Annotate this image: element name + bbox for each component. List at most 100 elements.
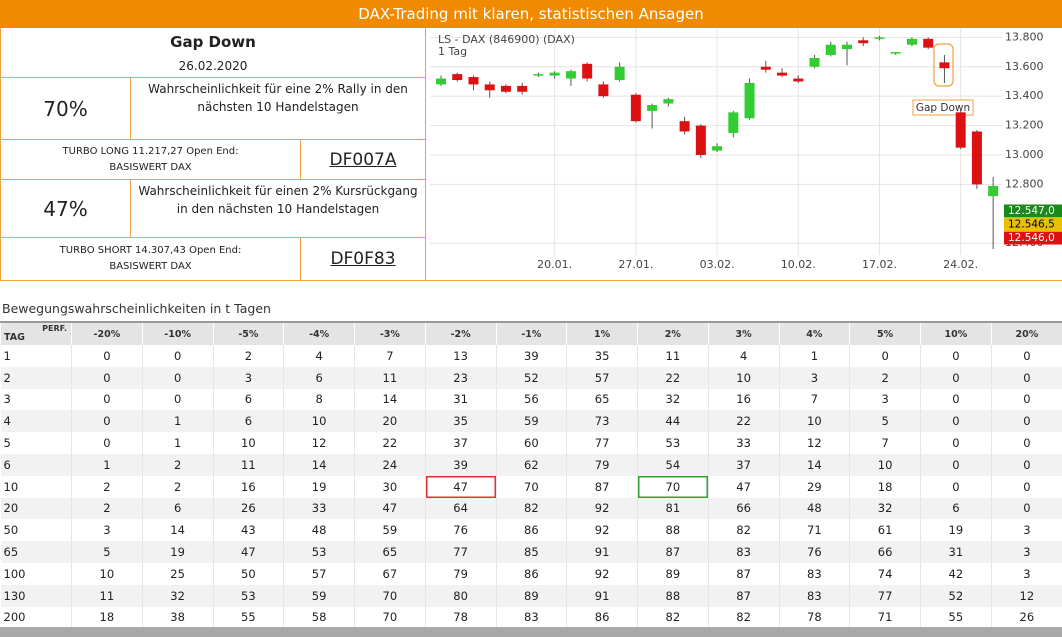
candle-body bbox=[436, 78, 446, 85]
price-tag bbox=[1004, 231, 1062, 245]
row-header: 130 bbox=[0, 584, 72, 607]
column-header: 10% bbox=[920, 321, 992, 345]
candle-body bbox=[858, 40, 869, 44]
cell: 33 bbox=[707, 432, 779, 454]
cell: 70 bbox=[354, 584, 426, 607]
cell: 22 bbox=[637, 366, 709, 389]
cell: 0 bbox=[920, 432, 992, 454]
page-title: DAX-Trading mit klaren, statistischen An… bbox=[358, 5, 704, 23]
row-header: 6 bbox=[0, 453, 72, 476]
long-text-cell: Wahrscheinlichkeit für eine 2% Rally in … bbox=[131, 78, 426, 140]
table-row: 3 0 0 6 8 14 31 56 65 32 16 7 3 0 0 bbox=[1, 388, 1062, 411]
corner-cell: TAG PERF. bbox=[0, 321, 72, 345]
cell: 5 bbox=[71, 541, 143, 563]
row-header: 1 bbox=[3, 348, 11, 363]
long-product-cell: TURBO LONG 11.217,27 Open End: BASISWERT… bbox=[0, 140, 301, 180]
cell: 56 bbox=[495, 388, 567, 411]
annotation-box bbox=[912, 99, 974, 116]
cell: 14 bbox=[283, 453, 355, 476]
chart-title: LS - DAX (846900) (DAX) bbox=[438, 33, 575, 46]
candle-body bbox=[971, 131, 982, 185]
cell: 6 bbox=[920, 497, 992, 520]
column-header: 1% bbox=[566, 321, 638, 345]
signal-date: 26.02.2020 bbox=[178, 58, 248, 73]
cell: 35 bbox=[424, 410, 496, 433]
long-code[interactable]: DF007A bbox=[329, 149, 397, 170]
cell: 47 bbox=[212, 541, 284, 563]
cell: 66 bbox=[707, 497, 779, 520]
cell: 39 bbox=[424, 453, 496, 476]
table-row: 100 10 25 50 57 67 79 86 92 89 87 83 74 42 3 bbox=[1, 562, 1062, 585]
cell: 32 bbox=[637, 388, 709, 411]
short-underlying: BASISWERT DAX bbox=[109, 261, 192, 272]
candle-body bbox=[744, 82, 755, 119]
cell: 53 bbox=[283, 541, 355, 563]
candle-body bbox=[825, 44, 836, 55]
cell: 24 bbox=[354, 453, 426, 476]
cell: 86 bbox=[566, 606, 638, 629]
cell: 0 bbox=[71, 366, 143, 389]
column-header: 2% bbox=[637, 321, 709, 345]
cell: 86 bbox=[495, 562, 567, 585]
cell: 0 bbox=[141, 345, 213, 367]
cell: 16 bbox=[707, 388, 779, 411]
cell: 0 bbox=[990, 366, 1062, 389]
short-cell: 47% bbox=[0, 180, 131, 238]
cell: 47 bbox=[354, 497, 426, 520]
cell: 7 bbox=[354, 345, 426, 367]
table-body: 1 0 0 2 4 7 13 39 35 11 4 1 0 0 0 2 0 0 3 6 11 23 52 57 22 10 3 2 0 0… bbox=[0, 345, 1062, 629]
cell: 1 bbox=[141, 432, 213, 454]
cell: 5 bbox=[849, 410, 921, 433]
candle-body bbox=[582, 63, 593, 79]
cell: 38 bbox=[141, 606, 213, 629]
cell: 22 bbox=[707, 410, 779, 433]
chart-subtitle: 1 Tag bbox=[438, 45, 467, 58]
candle-body bbox=[906, 38, 917, 45]
column-header: 20% bbox=[990, 321, 1062, 345]
cell: 87 bbox=[707, 562, 779, 585]
candle-body bbox=[614, 66, 625, 80]
cell: 23 bbox=[424, 366, 496, 389]
cell: 0 bbox=[920, 475, 992, 498]
cell: 0 bbox=[990, 497, 1062, 520]
cell: 3 bbox=[990, 519, 1062, 542]
cell: 53 bbox=[637, 432, 709, 454]
top-bar: DAX-Trading mit klaren, statistischen An… bbox=[0, 0, 1062, 28]
cell: 62 bbox=[495, 453, 567, 476]
cell: 83 bbox=[495, 606, 567, 629]
cell: 0 bbox=[990, 410, 1062, 433]
cell: 0 bbox=[71, 345, 143, 367]
cell: 83 bbox=[778, 562, 850, 585]
cell: 59 bbox=[354, 519, 426, 542]
cell: 13 bbox=[424, 345, 496, 367]
x-tick-label: 03.02. bbox=[700, 258, 735, 271]
cell: 10 bbox=[707, 366, 779, 389]
cell: 37 bbox=[424, 432, 496, 454]
cell: 47 bbox=[424, 475, 496, 498]
column-header: -3% bbox=[354, 321, 426, 345]
cell: 77 bbox=[424, 541, 496, 563]
cell: 0 bbox=[71, 388, 143, 411]
cell: 37 bbox=[707, 453, 779, 476]
cell: 65 bbox=[566, 388, 638, 411]
cell: 0 bbox=[920, 366, 992, 389]
table-row: 5 0 1 10 12 22 37 60 77 53 33 12 7 0 0 bbox=[1, 432, 1062, 454]
candle-body bbox=[793, 78, 804, 82]
candlestick-chart: LS - DAX (846900) (DAX) 1 Tag Gap Down 1… bbox=[426, 28, 1062, 280]
short-code[interactable]: DF0F83 bbox=[330, 249, 396, 269]
candle-body bbox=[630, 94, 641, 122]
price-tag-label: 12.546,5 bbox=[1008, 219, 1055, 231]
table-row: 4 0 1 6 10 20 35 59 73 44 22 10 5 0 0 bbox=[0, 410, 1062, 433]
cell: 0 bbox=[990, 388, 1062, 411]
row-header: 65 bbox=[0, 541, 72, 563]
candle-body bbox=[533, 74, 544, 76]
cell: 57 bbox=[566, 366, 638, 389]
short-probability: 47% bbox=[43, 196, 88, 221]
cell: 43 bbox=[212, 519, 284, 542]
column-header: 5% bbox=[849, 321, 921, 345]
cell: 3 bbox=[71, 519, 143, 542]
cell: 85 bbox=[495, 541, 567, 563]
cell: 4 bbox=[283, 345, 355, 367]
column-header: -5% bbox=[212, 321, 284, 345]
table-row: 6 1 2 11 14 24 39 62 79 54 37 14 10 0 0 bbox=[0, 453, 1062, 476]
